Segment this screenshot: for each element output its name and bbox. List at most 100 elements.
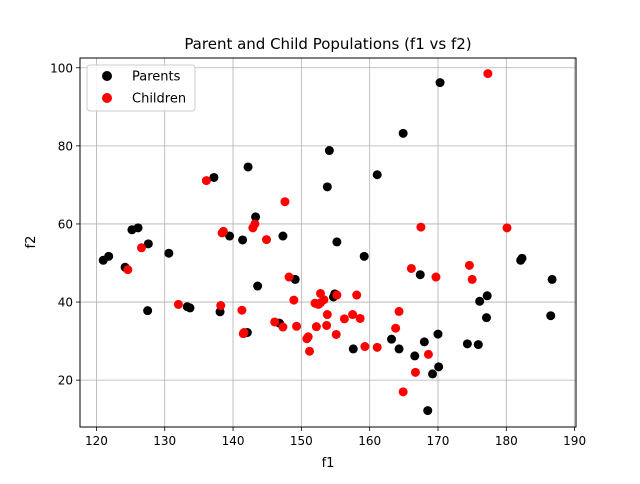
point-children: [394, 306, 404, 316]
y-tick-label: 40: [58, 296, 73, 310]
x-tick-label: 150: [290, 434, 313, 448]
point-parents: [517, 253, 527, 263]
point-parents: [359, 251, 369, 261]
point-parents: [185, 303, 195, 313]
point-children: [173, 299, 183, 309]
point-children: [410, 367, 420, 377]
x-axis-ticks: 120 130 140 150 160 170 180 190: [85, 427, 586, 448]
point-parents: [546, 311, 556, 321]
point-children: [398, 387, 408, 397]
x-tick-label: 160: [358, 434, 381, 448]
point-children: [502, 223, 512, 233]
point-children: [123, 265, 133, 275]
point-parents: [547, 274, 557, 284]
x-tick-label: 130: [153, 434, 176, 448]
point-parents: [475, 296, 485, 306]
point-parents: [387, 334, 397, 344]
x-tick-label: 140: [222, 434, 245, 448]
y-tick-label: 80: [58, 139, 73, 153]
point-children: [339, 314, 349, 324]
point-parents: [394, 344, 404, 354]
legend-label-children: Children: [132, 92, 186, 107]
point-parents: [433, 329, 443, 339]
legend-frame: [86, 64, 196, 112]
point-children: [250, 219, 260, 229]
point-parents: [462, 339, 472, 349]
point-children: [262, 235, 272, 245]
point-parents: [482, 313, 492, 323]
point-parents: [143, 239, 153, 249]
point-children: [201, 176, 211, 186]
point-parents: [419, 337, 429, 347]
point-parents: [415, 270, 425, 280]
point-parents: [473, 340, 483, 350]
legend-marker-parents: [102, 71, 112, 81]
point-children: [237, 305, 247, 315]
point-children: [464, 260, 474, 270]
point-parents: [332, 237, 342, 247]
point-parents: [133, 223, 143, 233]
x-tick-label: 180: [495, 434, 518, 448]
point-children: [416, 222, 426, 232]
point-parents: [143, 306, 153, 316]
point-children: [467, 274, 477, 284]
point-parents: [253, 281, 263, 291]
point-children: [239, 328, 249, 338]
y-axis-ticks: 20 40 60 80 100: [50, 61, 80, 388]
point-parents: [482, 291, 492, 301]
point-children: [372, 342, 382, 352]
point-children: [218, 226, 228, 236]
point-parents: [434, 362, 444, 372]
point-children: [355, 313, 365, 323]
point-children: [352, 290, 362, 300]
chart-title: Parent and Child Populations (f1 vs f2): [184, 35, 471, 53]
point-children: [292, 321, 302, 331]
point-parents: [209, 172, 219, 182]
point-parents: [428, 369, 438, 379]
point-children: [289, 295, 299, 305]
point-children: [331, 329, 341, 339]
legend-label-parents: Parents: [132, 70, 181, 85]
point-children: [360, 342, 370, 352]
point-parents: [164, 248, 174, 258]
point-parents: [225, 231, 235, 241]
point-children: [322, 320, 332, 330]
grid-lines: [80, 58, 576, 427]
data-points: [98, 69, 557, 416]
y-axis-label: f2: [24, 236, 39, 249]
point-children: [322, 310, 332, 320]
point-children: [319, 295, 329, 305]
plot-area-frame: [79, 57, 577, 428]
point-parents: [324, 146, 334, 156]
x-tick-label: 190: [563, 434, 586, 448]
point-children: [348, 310, 358, 320]
point-children: [332, 290, 342, 300]
point-children: [280, 197, 290, 207]
point-parents: [243, 162, 253, 172]
point-children: [406, 263, 416, 273]
point-children: [483, 69, 493, 79]
point-children: [278, 322, 288, 332]
point-parents: [322, 182, 332, 192]
y-tick-label: 20: [58, 374, 73, 388]
y-tick-label: 100: [50, 61, 73, 75]
point-children: [216, 301, 226, 311]
point-children: [303, 332, 313, 342]
point-parents: [423, 406, 433, 416]
point-parents: [372, 170, 382, 180]
point-parents: [398, 128, 408, 138]
legend-marker-children: [102, 93, 112, 103]
point-parents: [238, 235, 248, 245]
point-parents: [278, 231, 288, 241]
point-children: [431, 272, 441, 282]
point-children: [423, 349, 433, 359]
x-axis-label: f1: [322, 456, 335, 471]
x-tick-label: 170: [427, 434, 450, 448]
point-parents: [435, 78, 445, 88]
point-children: [136, 243, 146, 253]
point-children: [305, 346, 315, 356]
point-children: [311, 322, 321, 332]
y-tick-label: 60: [58, 217, 73, 231]
